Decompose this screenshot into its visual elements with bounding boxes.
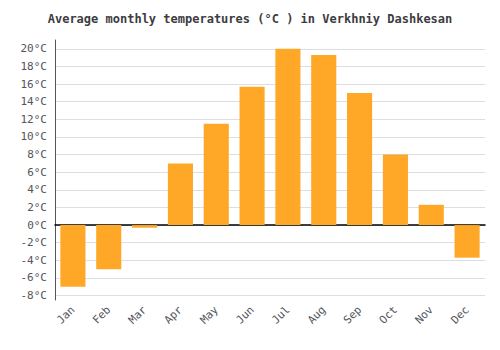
svg-text:Oct: Oct — [377, 303, 400, 326]
svg-text:-4°C: -4°C — [21, 254, 48, 267]
svg-text:-2°C: -2°C — [21, 236, 48, 249]
svg-text:Aug: Aug — [305, 303, 328, 326]
svg-text:18°C: 18°C — [21, 60, 48, 73]
svg-text:Nov: Nov — [413, 303, 436, 326]
svg-text:12°C: 12°C — [21, 113, 48, 126]
svg-text:May: May — [198, 303, 221, 326]
svg-text:6°C: 6°C — [27, 166, 47, 179]
svg-text:Jan: Jan — [54, 303, 77, 326]
svg-text:4°C: 4°C — [27, 183, 47, 196]
svg-text:0°C: 0°C — [27, 219, 47, 232]
svg-text:Feb: Feb — [90, 303, 113, 326]
svg-text:8°C: 8°C — [27, 148, 47, 161]
svg-text:Jul: Jul — [269, 303, 292, 326]
svg-text:16°C: 16°C — [21, 78, 48, 91]
svg-text:10°C: 10°C — [21, 130, 48, 143]
svg-text:-8°C: -8°C — [21, 289, 48, 302]
svg-text:Sep: Sep — [341, 303, 364, 326]
svg-text:14°C: 14°C — [21, 95, 48, 108]
svg-text:Apr: Apr — [162, 303, 185, 326]
svg-text:Mar: Mar — [126, 303, 149, 326]
svg-text:20°C: 20°C — [21, 42, 48, 55]
svg-text:Jun: Jun — [233, 303, 256, 326]
svg-text:Dec: Dec — [448, 303, 471, 326]
svg-text:Average monthly temperatures (: Average monthly temperatures (°C ) in Ve… — [48, 12, 453, 26]
svg-text:2°C: 2°C — [27, 201, 47, 214]
svg-text:-6°C: -6°C — [21, 271, 48, 284]
